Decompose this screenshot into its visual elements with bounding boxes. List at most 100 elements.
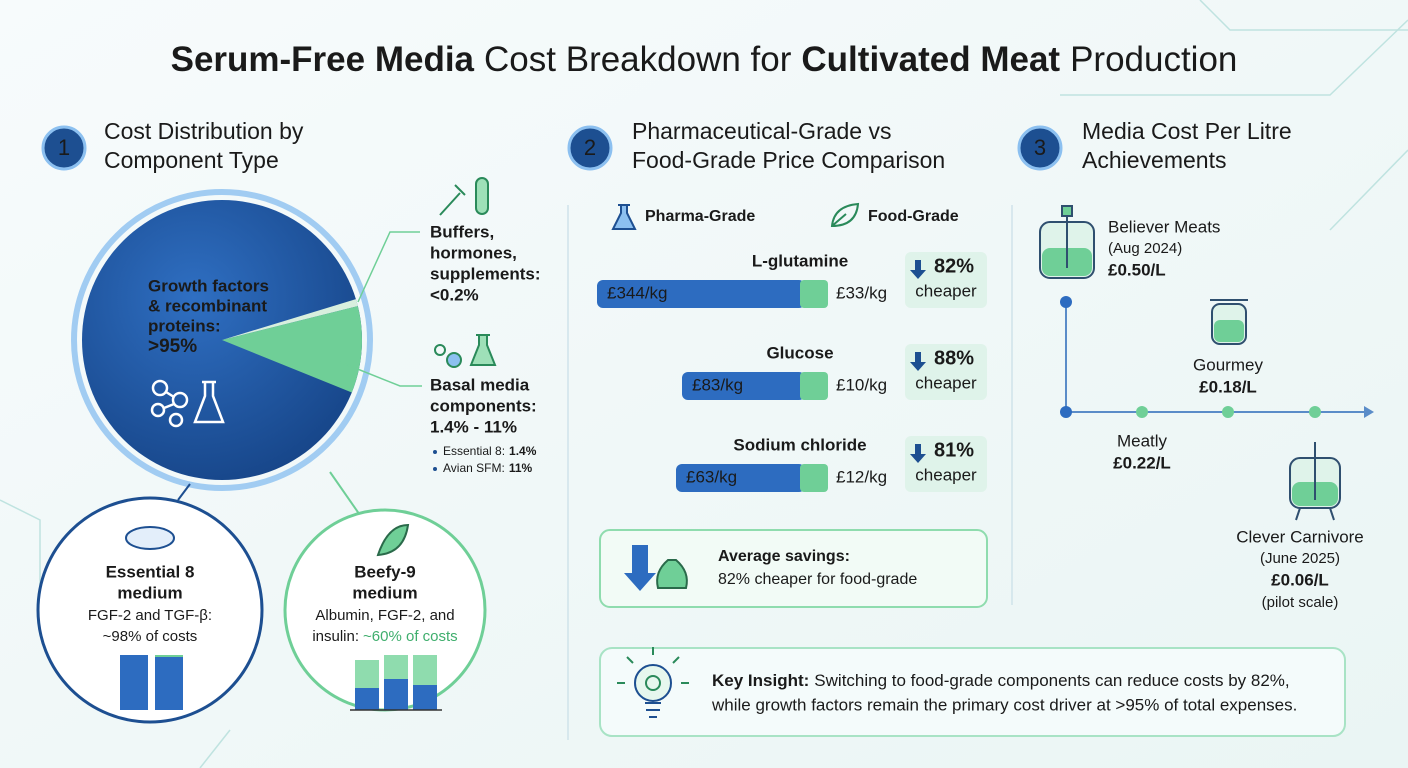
average-text: 82% cheaper for food-grade — [718, 571, 917, 588]
section-heading: Pharmaceutical-Grade vs — [632, 118, 892, 144]
icon-part — [171, 391, 189, 409]
title-part: Serum-Free Media — [171, 40, 475, 79]
icon-part — [1329, 507, 1335, 521]
company-date: (Aug 2024) — [1108, 240, 1182, 257]
insight-line: Switching to food-grade components can r… — [814, 671, 1289, 690]
item-name: L-glutamine — [752, 251, 848, 270]
insight-label: Key Insight: — [712, 671, 809, 690]
title-part: Production — [1070, 40, 1237, 79]
icon-part — [1061, 205, 1073, 217]
company-name: Believer Meats — [1108, 217, 1220, 236]
pie-buffers — [222, 299, 358, 340]
callout-line — [339, 361, 422, 387]
deco-line — [1199, 0, 1408, 31]
insight-text: Key Insight: Switching to food-grade comp… — [712, 671, 1290, 690]
timeline-dot — [1060, 296, 1072, 308]
saving-label: cheaper — [915, 465, 977, 484]
saving-box — [905, 436, 987, 492]
saving-arrow — [910, 352, 926, 371]
pie-label: >95% — [148, 336, 197, 357]
food-price: £12/kg — [836, 467, 887, 486]
pharma-price: £83/kg — [692, 375, 743, 394]
icon-part — [469, 334, 497, 366]
title-part: Cultivated Meat — [801, 40, 1060, 79]
icon-part — [439, 184, 466, 216]
section-heading: Component Type — [104, 147, 279, 173]
timeline-dot — [1309, 406, 1321, 418]
saving-label: cheaper — [915, 281, 977, 300]
title-part: Cost Breakdown for — [484, 40, 792, 79]
company-name: Clever Carnivore — [1236, 527, 1364, 546]
pharma-price: £344/kg — [607, 283, 668, 302]
item-name: Sodium chloride — [733, 435, 866, 454]
icon-part — [168, 412, 184, 428]
deco-bar — [155, 655, 183, 657]
deco-line — [0, 499, 41, 600]
company-name: Gourmey — [1193, 355, 1263, 374]
callout-line — [357, 231, 420, 303]
moneybag-icon — [656, 559, 688, 589]
pie-label: proteins: — [148, 316, 221, 335]
deco-line — [1329, 149, 1408, 231]
insight-line: while growth factors remain the primary … — [711, 695, 1297, 714]
pie-basal-media — [222, 306, 362, 393]
pie-label: Growth factors — [148, 276, 269, 295]
icon-part — [163, 402, 175, 410]
icon-part — [645, 702, 661, 718]
callout-label: <0.2% — [430, 285, 479, 304]
saving-percent: 81% — [934, 439, 974, 461]
medium-title: Essential 8 — [106, 562, 195, 581]
example-label: Essential 8: — [443, 444, 505, 458]
section-badge — [1017, 125, 1063, 171]
callout-label: Buffers, — [430, 222, 494, 241]
food-price: £10/kg — [836, 375, 887, 394]
legend-entry: Pharma-Grade — [645, 208, 755, 225]
section-badge — [41, 125, 87, 171]
dropper-icon — [434, 177, 497, 368]
deco-bar — [155, 655, 183, 710]
food-icon — [830, 202, 860, 228]
title: Serum-Free Media Cost Breakdown for Cultiv… — [171, 40, 1238, 79]
icon-part — [1295, 507, 1301, 521]
callout-label: supplements: — [430, 264, 541, 283]
food-price: £33/kg — [836, 283, 887, 302]
medium-highlight: ~60% of costs — [363, 628, 458, 645]
pharma-price: £63/kg — [686, 467, 737, 486]
pharma-bar — [682, 372, 805, 400]
icon-part — [1214, 320, 1244, 342]
example-value: 1.4% — [509, 444, 537, 458]
bullet — [433, 467, 437, 471]
deco-line — [1060, 19, 1408, 96]
molecule-icon — [150, 379, 225, 428]
icon-part — [645, 675, 661, 691]
example-value: 11% — [509, 461, 533, 475]
basal-example: Essential 8: 1.4% — [443, 444, 537, 458]
pharma-bar — [597, 280, 805, 308]
food-bar — [800, 372, 828, 400]
deco-bar — [413, 655, 437, 685]
callout-label: hormones, — [430, 243, 517, 262]
medium-text: Albumin, FGF-2, and — [315, 607, 454, 624]
essential8-circle — [36, 496, 264, 724]
company-note: (pilot scale) — [1262, 594, 1339, 611]
jar-icon — [1210, 299, 1248, 345]
icon-part — [617, 647, 689, 684]
timeline-arrow — [1364, 406, 1374, 418]
medium-title: medium — [117, 583, 182, 602]
section-badge — [567, 125, 613, 171]
icon-part — [150, 402, 166, 418]
callout-label: 1.4% - 11% — [430, 417, 517, 436]
callout-label: Basal media — [430, 375, 530, 394]
saving-percent: 88% — [934, 347, 974, 369]
leaf-icon — [376, 523, 410, 557]
bioreactor-icon — [1039, 205, 1095, 279]
medium-highlight: ~98% of costs — [103, 628, 198, 645]
section-heading: Cost Distribution by — [104, 118, 304, 144]
timeline-dot — [1136, 406, 1148, 418]
section-heading: Media Cost Per Litre — [1082, 118, 1292, 144]
basal-example: Avian SFM: 11% — [443, 461, 532, 475]
item-name: Glucose — [766, 343, 833, 362]
